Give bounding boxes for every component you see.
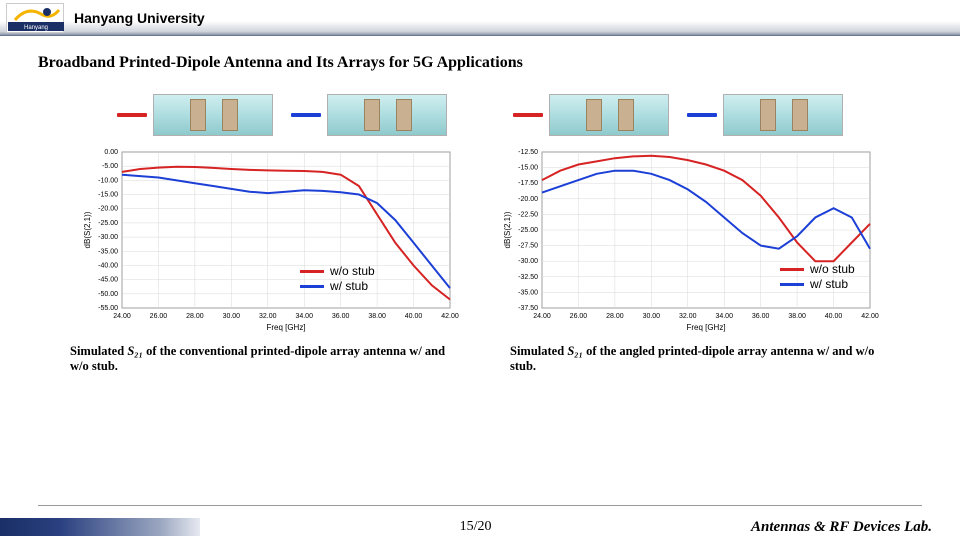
legend-line-blue: [780, 283, 804, 286]
svg-text:40.00: 40.00: [405, 313, 423, 320]
legend-swatch-blue: [291, 113, 321, 117]
legend-swatch-blue: [687, 113, 717, 117]
spacer: [465, 94, 495, 136]
svg-text:-30.00: -30.00: [98, 234, 118, 241]
svg-text:38.00: 38.00: [368, 313, 386, 320]
charts-row: 24.00 26.00 28.00 30.00 32.00 34.00 36.00 38.00…: [0, 144, 960, 334]
legend-swatch-red: [117, 113, 147, 117]
svg-text:-20.00: -20.00: [98, 206, 118, 213]
chart-right: 24.00 26.00 28.00 30.00 32.00 34.00 36.00 38.00…: [500, 144, 880, 334]
svg-text:-50.00: -50.00: [98, 291, 118, 298]
svg-text:-17.50: -17.50: [518, 180, 538, 187]
svg-text:Hanyang: Hanyang: [24, 25, 48, 31]
legend-row: [0, 94, 960, 136]
legend-item-red-left: [117, 94, 273, 136]
caption-left: Simulated S₂₁ of the conventional printe…: [70, 344, 450, 374]
legend-line-red: [780, 268, 804, 271]
chart-right-legend: w/o stub w/ stub: [780, 262, 855, 292]
svg-text:-25.00: -25.00: [518, 227, 538, 234]
lab-name: Antennas & RF Devices Lab.: [751, 519, 960, 536]
svg-text:36.00: 36.00: [752, 313, 770, 320]
svg-text:dB(S(2,1)): dB(S(2,1)): [83, 211, 92, 248]
svg-text:-55.00: -55.00: [98, 305, 118, 312]
antenna-thumbnail: [723, 94, 843, 136]
svg-text:30.00: 30.00: [643, 313, 661, 320]
svg-text:24.00: 24.00: [533, 313, 551, 320]
footer-bar: 15/20 Antennas & RF Devices Lab.: [0, 514, 960, 540]
svg-text:42.00: 42.00: [861, 313, 879, 320]
footer-rule: [38, 505, 922, 506]
svg-text:34.00: 34.00: [295, 313, 313, 320]
svg-text:26.00: 26.00: [150, 313, 168, 320]
legend-label: w/o stub: [810, 262, 855, 277]
svg-text:-15.00: -15.00: [98, 192, 118, 199]
chart-left-legend: w/o stub w/ stub: [300, 264, 375, 294]
antenna-thumbnail: [153, 94, 273, 136]
antenna-thumbnail: [549, 94, 669, 136]
chart-left: 24.00 26.00 28.00 30.00 32.00 34.00 36.00 38.00…: [80, 144, 460, 334]
svg-text:Freq [GHz]: Freq [GHz]: [686, 323, 725, 332]
svg-text:-15.00: -15.00: [518, 165, 538, 172]
svg-text:32.00: 32.00: [259, 313, 277, 320]
footer-stripe: [0, 518, 200, 536]
header-bar: Hanyang Hanyang University: [0, 0, 960, 36]
page-number: 15/20: [200, 519, 751, 535]
svg-text:42.00: 42.00: [441, 313, 459, 320]
svg-text:30.00: 30.00: [223, 313, 241, 320]
svg-text:36.00: 36.00: [332, 313, 350, 320]
slide-title: Broadband Printed-Dipole Antenna and Its…: [38, 54, 960, 72]
svg-text:24.00: 24.00: [113, 313, 131, 320]
svg-text:28.00: 28.00: [186, 313, 204, 320]
svg-text:0.00: 0.00: [104, 149, 118, 156]
svg-text:32.00: 32.00: [679, 313, 697, 320]
svg-text:-27.50: -27.50: [518, 243, 538, 250]
legend-label: w/ stub: [810, 277, 848, 292]
legend-swatch-red: [513, 113, 543, 117]
legend-item-blue-left: [291, 94, 447, 136]
antenna-thumbnail: [327, 94, 447, 136]
legend-item-blue-right: [687, 94, 843, 136]
svg-text:dB(S(2,1)): dB(S(2,1)): [503, 211, 512, 248]
legend-line-red: [300, 270, 324, 273]
svg-text:-20.00: -20.00: [518, 196, 538, 203]
svg-text:26.00: 26.00: [570, 313, 588, 320]
svg-text:-12.50: -12.50: [518, 149, 538, 156]
svg-text:28.00: 28.00: [606, 313, 624, 320]
legend-line-blue: [300, 285, 324, 288]
svg-text:-35.00: -35.00: [518, 289, 538, 296]
svg-text:-40.00: -40.00: [98, 262, 118, 269]
caption-right: Simulated S₂₁ of the angled printed-dipo…: [510, 344, 890, 374]
svg-text:-32.50: -32.50: [518, 274, 538, 281]
captions-row: Simulated S₂₁ of the conventional printe…: [0, 344, 960, 374]
university-logo: Hanyang: [6, 3, 64, 33]
svg-text:Freq [GHz]: Freq [GHz]: [266, 323, 305, 332]
svg-text:-45.00: -45.00: [98, 277, 118, 284]
svg-text:-37.50: -37.50: [518, 305, 538, 312]
svg-text:40.00: 40.00: [825, 313, 843, 320]
university-name: Hanyang University: [74, 10, 205, 26]
svg-text:34.00: 34.00: [715, 313, 733, 320]
svg-text:38.00: 38.00: [788, 313, 806, 320]
legend-item-red-right: [513, 94, 669, 136]
svg-text:-10.00: -10.00: [98, 177, 118, 184]
svg-text:-22.50: -22.50: [518, 211, 538, 218]
svg-text:-5.00: -5.00: [102, 163, 118, 170]
svg-text:-25.00: -25.00: [98, 220, 118, 227]
legend-label: w/ stub: [330, 279, 368, 294]
svg-text:-35.00: -35.00: [98, 248, 118, 255]
legend-label: w/o stub: [330, 264, 375, 279]
svg-text:-30.00: -30.00: [518, 258, 538, 265]
